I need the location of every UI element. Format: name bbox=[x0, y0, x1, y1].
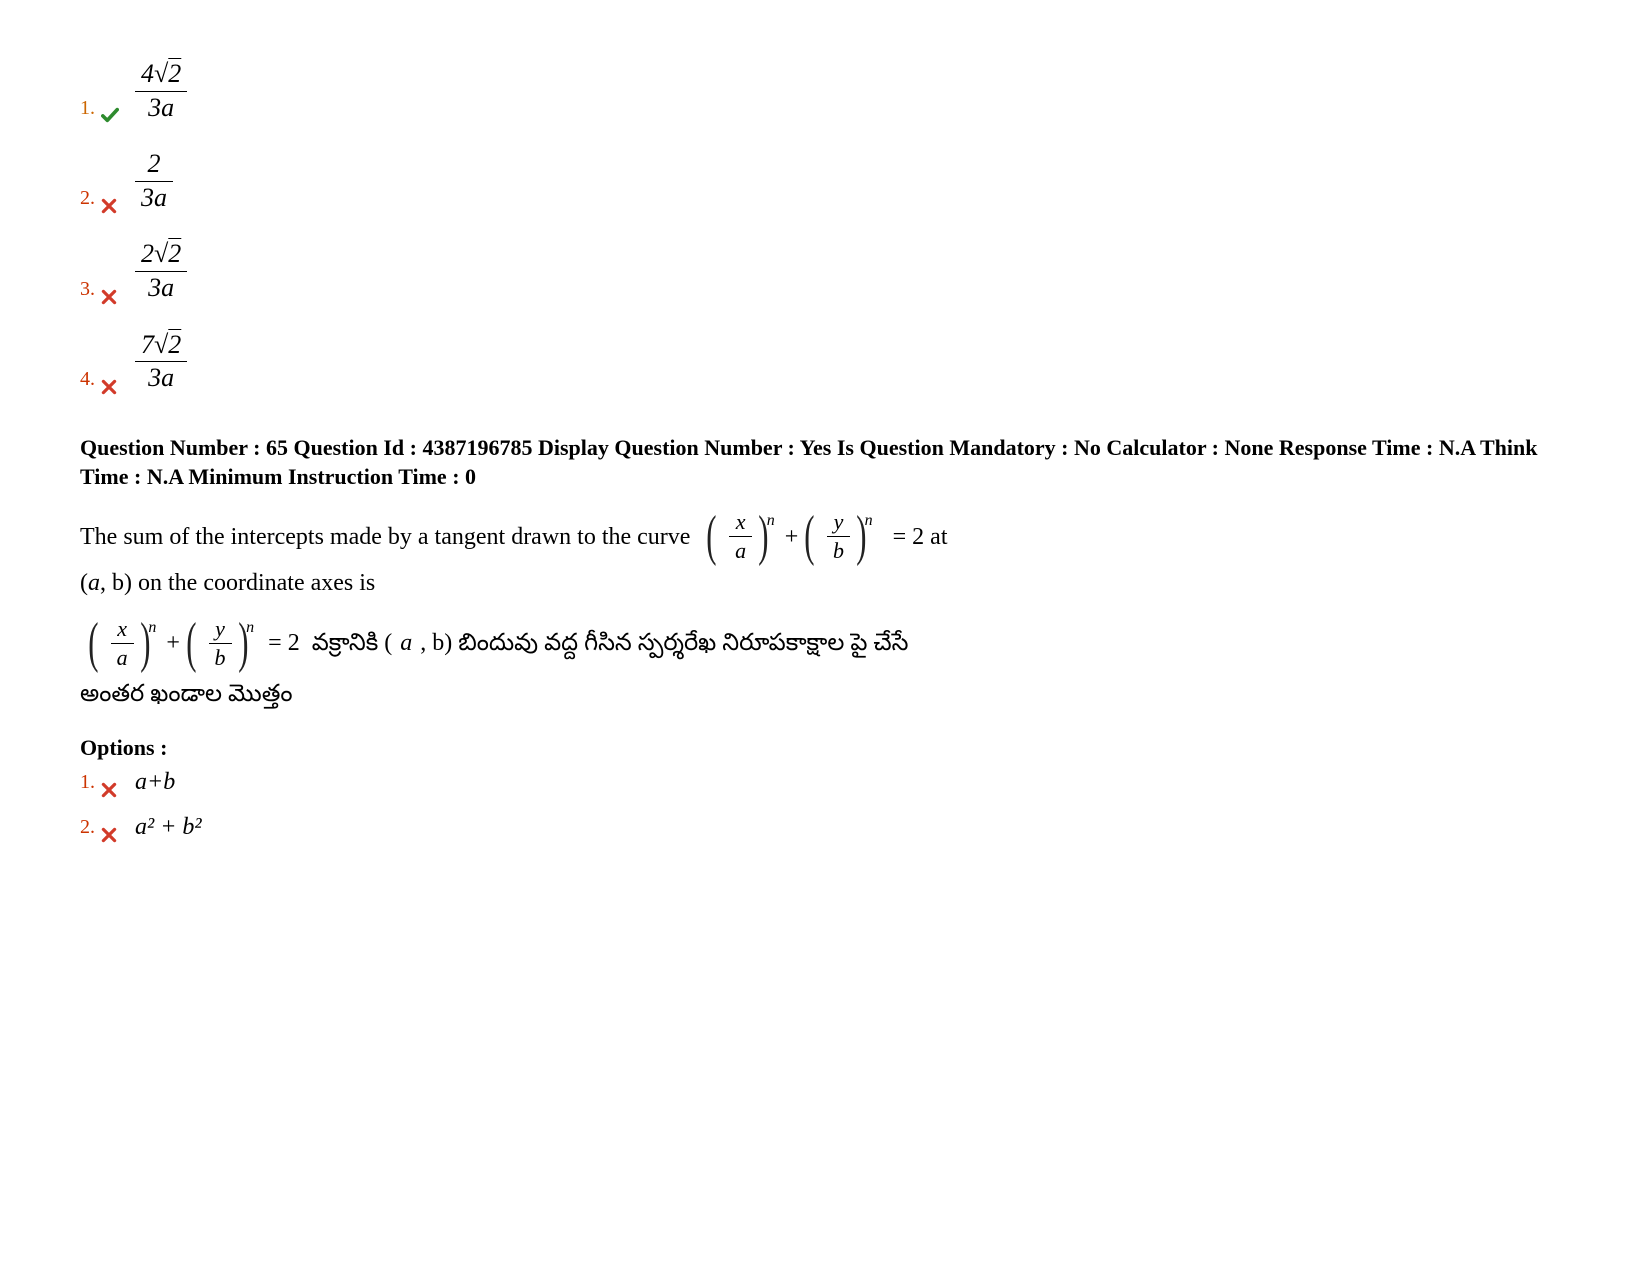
question-meta: Question Number : 65 Question Id : 43871… bbox=[80, 433, 1560, 492]
meta-calc-label: Calculator : bbox=[1106, 435, 1219, 460]
italic-a: a bbox=[400, 623, 412, 664]
fraction: 4√2 3a bbox=[135, 60, 187, 122]
option-number: 2. bbox=[80, 187, 95, 212]
exponent: n bbox=[767, 508, 775, 534]
cross-icon bbox=[101, 778, 119, 796]
denominator: 3a bbox=[135, 362, 187, 393]
option-number: 1. bbox=[80, 97, 95, 122]
option-number: 3. bbox=[80, 278, 95, 303]
exponent: n bbox=[246, 614, 254, 641]
fraction: 2√2 3a bbox=[135, 240, 187, 302]
lparen-icon: ( bbox=[707, 514, 717, 559]
prev-option-4: 4. 7√2 3a bbox=[80, 331, 1571, 393]
text: , b) on the coordinate axes is bbox=[100, 570, 375, 596]
meta-think-val: N.A bbox=[147, 464, 183, 489]
sqrt-symbol: √ bbox=[154, 239, 168, 268]
denominator: 3a bbox=[135, 182, 173, 213]
denominator: 3a bbox=[135, 272, 187, 303]
denominator: b bbox=[827, 537, 850, 563]
plus: + bbox=[785, 518, 799, 556]
meta-resp-val: N.A bbox=[1439, 435, 1475, 460]
option-1: 1. a+b bbox=[80, 769, 1571, 796]
meta-disp-label: Display Question Number : bbox=[538, 435, 795, 460]
meta-min-label: Minimum Instruction Time : bbox=[188, 464, 459, 489]
denominator: a bbox=[729, 537, 752, 563]
plus: + bbox=[166, 623, 180, 664]
prev-option-3: 3. 2√2 3a bbox=[80, 240, 1571, 302]
option-number: 4. bbox=[80, 368, 95, 393]
radicand: 2 bbox=[168, 59, 181, 88]
meta-qid-val: 4387196785 bbox=[422, 435, 532, 460]
coeff: 7 bbox=[141, 330, 154, 359]
denominator: b bbox=[209, 644, 232, 670]
fraction-x-a: x a bbox=[729, 510, 752, 563]
previous-options-block: 1. 4√2 3a 2. 2 3a 3. bbox=[80, 60, 1571, 393]
fraction: 7√2 3a bbox=[135, 331, 187, 393]
meta-mand-val: No bbox=[1074, 435, 1101, 460]
prev-option-2: 2. 2 3a bbox=[80, 150, 1571, 212]
coeff: 4 bbox=[141, 59, 154, 88]
fraction-x-a: x a bbox=[111, 617, 134, 670]
exponent: n bbox=[148, 614, 156, 641]
sqrt-symbol: √ bbox=[154, 59, 168, 88]
numerator: 2√2 bbox=[135, 240, 187, 272]
question-text: The sum of the intercepts made by a tang… bbox=[80, 518, 690, 556]
lparen-icon: ( bbox=[88, 621, 98, 666]
question-english-line1: The sum of the intercepts made by a tang… bbox=[80, 510, 1571, 563]
numerator: x bbox=[111, 617, 134, 644]
telugu-text-1b: , b) బిందువు వద్ద గీసిన స్పర్శరేఖ నిరూపక… bbox=[420, 623, 908, 664]
cross-icon bbox=[101, 375, 119, 393]
question-telugu-line2: అంతర ఖండాల మొత్తం bbox=[80, 680, 1571, 713]
italic-a: a bbox=[88, 570, 100, 596]
sqrt-symbol: √ bbox=[154, 330, 168, 359]
lparen-icon: ( bbox=[186, 621, 196, 666]
numerator: 4√2 bbox=[135, 60, 187, 92]
meta-disp-val: Yes bbox=[800, 435, 832, 460]
denominator: a bbox=[111, 644, 134, 670]
eq2: = 2 bbox=[268, 623, 300, 664]
cross-icon bbox=[101, 194, 119, 212]
numerator: 2 bbox=[135, 150, 173, 182]
meta-mand-label: Is Question Mandatory : bbox=[837, 435, 1069, 460]
question-english-line2: (a, b) on the coordinate axes is bbox=[80, 570, 1571, 597]
telugu-text-1a: వక్రానికి ( bbox=[312, 623, 393, 664]
option-2: 2. a² + b² bbox=[80, 814, 1571, 841]
numerator: y bbox=[209, 617, 232, 644]
exponent: n bbox=[865, 508, 873, 534]
lparen-icon: ( bbox=[805, 514, 815, 559]
radicand: 2 bbox=[168, 330, 181, 359]
question-telugu-line1: ( x a ) n + ( y b ) n = 2 వక్రానికి (a, … bbox=[80, 617, 1571, 670]
option-expression: a² + b² bbox=[135, 814, 202, 841]
meta-qnum-val: 65 bbox=[266, 435, 288, 460]
meta-qnum-label: Question Number : bbox=[80, 435, 261, 460]
equation: ( x a ) n + ( y b ) n = 2 bbox=[84, 617, 300, 670]
text: ( bbox=[80, 570, 88, 596]
fraction-y-b: y b bbox=[209, 617, 232, 670]
cross-icon bbox=[101, 285, 119, 303]
option-expression: a+b bbox=[135, 769, 175, 796]
prev-option-1: 1. 4√2 3a bbox=[80, 60, 1571, 122]
numerator: 7√2 bbox=[135, 331, 187, 363]
radicand: 2 bbox=[168, 239, 181, 268]
equation: ( x a ) n + ( y b ) n bbox=[702, 510, 880, 563]
page-root: 1. 4√2 3a 2. 2 3a 3. bbox=[0, 0, 1651, 899]
option-number: 2. bbox=[80, 816, 95, 841]
eq-tail: = 2 at bbox=[893, 518, 948, 556]
meta-resp-label: Response Time : bbox=[1279, 435, 1433, 460]
check-icon bbox=[101, 104, 119, 122]
option-number: 1. bbox=[80, 771, 95, 796]
denominator: 3a bbox=[135, 92, 187, 123]
options-label: Options : bbox=[80, 735, 1571, 761]
fraction: 2 3a bbox=[135, 150, 173, 212]
meta-min-val: 0 bbox=[465, 464, 476, 489]
numerator: y bbox=[827, 510, 850, 537]
meta-calc-val: None bbox=[1225, 435, 1274, 460]
cross-icon bbox=[101, 823, 119, 841]
fraction-y-b: y b bbox=[827, 510, 850, 563]
numerator: x bbox=[729, 510, 752, 537]
coeff: 2 bbox=[141, 239, 154, 268]
meta-qid-label: Question Id : bbox=[294, 435, 417, 460]
